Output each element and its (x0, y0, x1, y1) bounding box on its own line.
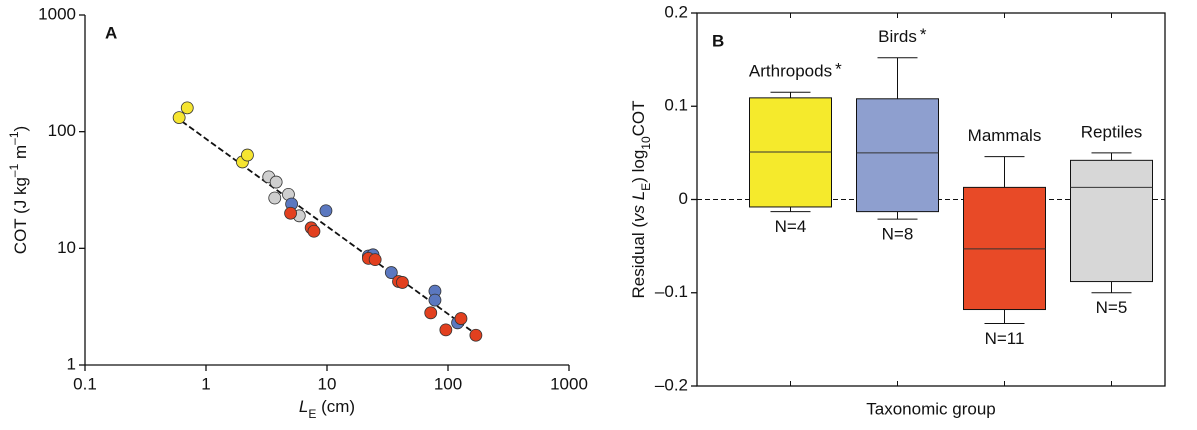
label-part: L (299, 397, 308, 416)
box-group: Birds * N=8 (856, 13, 939, 386)
label-part: –1 (7, 131, 21, 145)
label-part: E (308, 407, 316, 421)
point (368, 253, 382, 267)
x-tick-label: 100 (434, 374, 462, 393)
label-part: COT (J kg (11, 177, 30, 254)
label-part: (cm) (316, 397, 355, 416)
axis-label: Residual (vs LE) log10COT (629, 100, 653, 298)
y-tick-label: 0.1 (664, 96, 688, 115)
point (384, 266, 398, 279)
y-tick-label: 100 (48, 121, 76, 140)
axis-label: LE (cm) (299, 397, 355, 421)
y-tick-label: 1 (67, 354, 76, 373)
category-label: Arthropods (749, 62, 832, 81)
x-tick-label: 1000 (550, 374, 588, 393)
n-label: N=11 (985, 329, 1025, 348)
point (424, 306, 438, 320)
point (428, 293, 442, 307)
box-group: Arthropods * N=4 (749, 13, 842, 386)
fit-line (174, 115, 478, 336)
y-tick-label: 10 (57, 238, 76, 257)
point (172, 111, 186, 124)
point (284, 206, 297, 220)
box (856, 98, 939, 213)
point (268, 191, 282, 205)
x-tick-label: 1 (201, 374, 210, 393)
y-tick-label: 0.2 (664, 2, 688, 21)
label-part: L (629, 191, 648, 205)
y-tick-label: –0.2 (655, 375, 688, 394)
significance-marker: * (920, 25, 927, 44)
category-label: Birds (878, 27, 917, 46)
x-axis-label: Taxonomic group (866, 399, 995, 418)
point (180, 101, 194, 115)
n-label: N=4 (775, 217, 807, 236)
label-part: 10 (639, 136, 653, 150)
n-label: N=5 (1096, 298, 1128, 317)
point (319, 204, 333, 218)
y-tick-label: –0.1 (655, 282, 688, 301)
panel-label: B (712, 31, 724, 50)
label-part: Residual ( (629, 222, 648, 299)
label-part: COT (629, 100, 648, 136)
panel-label: A (105, 23, 117, 42)
point (269, 175, 283, 189)
box (1070, 159, 1153, 283)
significance-marker: * (835, 60, 842, 79)
category-label: Mammals (968, 126, 1042, 145)
axis-label: COT (J kg–1 m–1) (7, 126, 30, 254)
point (469, 328, 483, 342)
box-group: Reptiles N=5 (1070, 13, 1153, 386)
point (241, 148, 254, 162)
x-tick-label: 0.1 (73, 374, 97, 393)
label-part: vs (629, 204, 648, 222)
point (454, 312, 468, 325)
x-tick-label: 10 (318, 374, 337, 393)
n-label: N=8 (882, 225, 914, 244)
label-part: ) (11, 126, 30, 132)
y-tick-label: 1000 (38, 4, 76, 23)
label-part: m (11, 145, 30, 164)
point (396, 276, 409, 289)
y-tick-label: 0 (679, 189, 688, 208)
point (439, 323, 453, 337)
box-group: Mammals N=11 (963, 13, 1046, 386)
label-part: ) log (629, 150, 648, 183)
label-part: –1 (7, 163, 21, 177)
label-part: E (639, 183, 653, 191)
point (307, 224, 321, 238)
category-label: Reptiles (1081, 122, 1142, 141)
